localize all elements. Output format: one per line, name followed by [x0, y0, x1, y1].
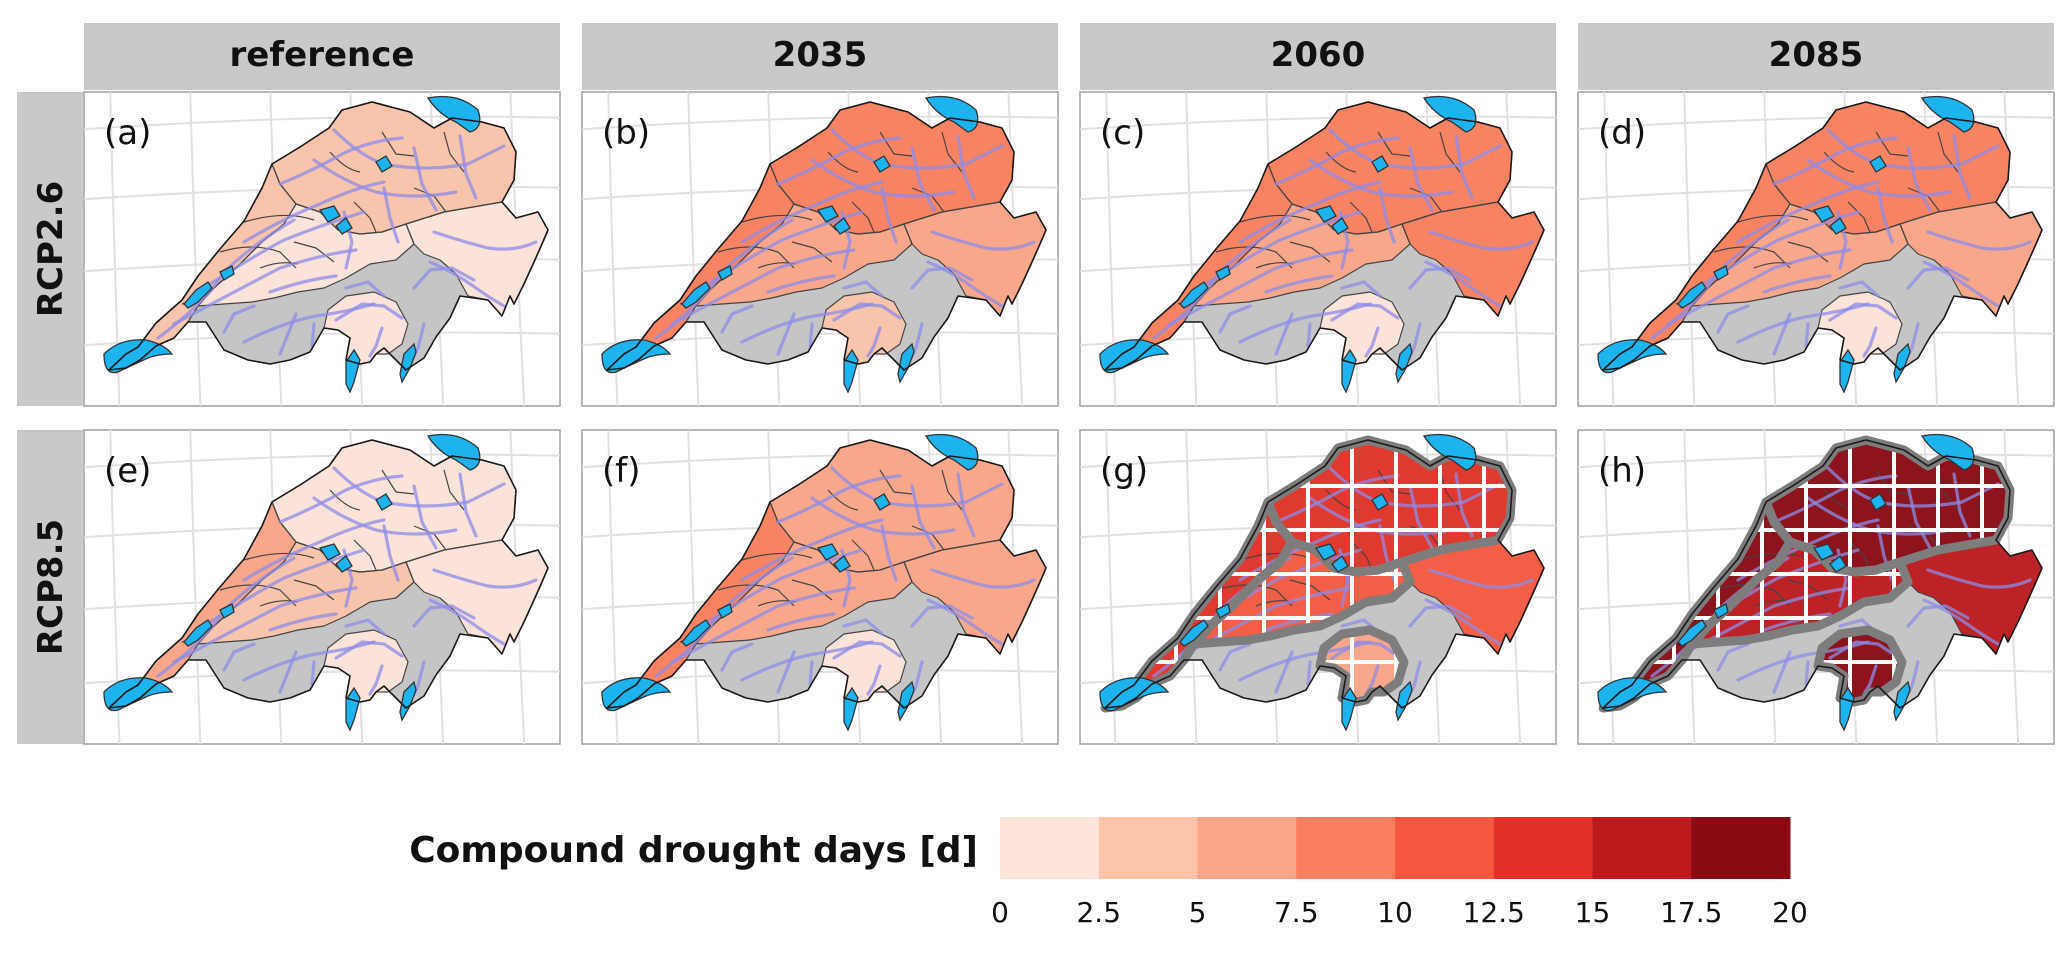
panel-label: (h) [1598, 451, 1646, 491]
map-panel: (d) [1577, 91, 2055, 407]
lakes [1597, 433, 1975, 732]
legend-tick-label: 15 [1575, 896, 1611, 929]
country-border [606, 101, 1047, 371]
panel-label: (g) [1100, 451, 1148, 491]
country-border [1104, 439, 1545, 709]
rivers [654, 466, 1036, 704]
column-strip: reference [84, 23, 560, 90]
region-east [1402, 540, 1544, 654]
panel-label: (a) [104, 113, 151, 153]
legend-swatch [1395, 817, 1495, 879]
country-border [1602, 439, 2043, 709]
legend-tick-label: 12.5 [1463, 896, 1525, 929]
column-label: 2060 [1271, 35, 1366, 75]
panel-label: (c) [1100, 113, 1145, 153]
region-central [198, 204, 414, 306]
region-east [406, 202, 548, 316]
legend-tick-label: 5 [1189, 896, 1207, 929]
legend-swatch [1691, 817, 1791, 879]
legend-tick-label: 20 [1772, 896, 1808, 929]
map-panel: (b) [581, 91, 1059, 407]
region-north [770, 440, 1014, 572]
column-strips: reference 2035 2060 2085 [84, 23, 2054, 90]
region-west [109, 164, 296, 370]
map-panel: (g) [1079, 429, 1557, 745]
region-north [770, 102, 1014, 234]
map-panel: (a) [83, 91, 561, 407]
row-strip: RCP8.5 [17, 430, 83, 744]
lakes [1099, 95, 1477, 394]
legend-swatches [1000, 817, 1791, 879]
region-east [1900, 540, 2042, 654]
map-panels: (a) (b) (c) (d) (e) (f) (g) (h) [83, 91, 2055, 745]
row-label: RCP2.6 [31, 181, 71, 317]
country-border [108, 101, 549, 371]
region-west [109, 502, 296, 708]
map-panel: (f) [581, 429, 1059, 745]
region-north [1268, 102, 1512, 234]
panel-label: (e) [104, 451, 151, 491]
legend-swatch [1592, 817, 1692, 879]
legend-title: Compound drought days [d] [409, 830, 978, 871]
region-central [696, 204, 912, 306]
legend-swatch [1098, 817, 1198, 879]
legend-swatch [1493, 817, 1593, 879]
region-north [272, 102, 516, 234]
column-label: 2035 [773, 35, 868, 75]
region-west [607, 502, 794, 708]
country-border [108, 439, 549, 709]
map-panel: (c) [1079, 91, 1557, 407]
column-strip: 2035 [582, 23, 1058, 90]
region-north [272, 440, 516, 572]
region-central [696, 542, 912, 644]
region-west [1105, 164, 1292, 370]
region-north [1268, 440, 1512, 572]
column-strip: 2085 [1578, 23, 2054, 90]
region-central [1194, 204, 1410, 306]
region-east [1900, 202, 2042, 316]
map-panel: (h) [1577, 429, 2055, 745]
region-east [1402, 202, 1544, 316]
region-north [1766, 102, 2010, 234]
legend-swatch [1000, 817, 1100, 879]
panel-label: (f) [602, 451, 641, 491]
region-west [1603, 164, 1790, 370]
legend-ticks: 0 2.5 5 7.5 10 12.5 15 17.5 20 [991, 896, 1808, 929]
column-label: 2085 [1769, 35, 1864, 75]
legend-swatch [1296, 817, 1396, 879]
column-strip: 2060 [1080, 23, 1556, 90]
lakes [1597, 95, 1975, 394]
legend: Compound drought days [d] 0 2.5 5 7.5 10 12.5… [409, 817, 1808, 929]
country-border [606, 439, 1047, 709]
region-west [607, 164, 794, 370]
lakes [1099, 433, 1477, 732]
country-border [1104, 101, 1545, 371]
row-strips: RCP2.6 RCP8.5 [17, 92, 83, 744]
column-label: reference [230, 35, 415, 75]
legend-tick-label: 0 [991, 896, 1009, 929]
legend-swatch [1197, 817, 1297, 879]
region-central [1692, 204, 1908, 306]
panel-label: (b) [602, 113, 650, 153]
lakes [601, 95, 979, 394]
legend-tick-label: 10 [1377, 896, 1413, 929]
row-strip: RCP2.6 [17, 92, 83, 406]
map-panel: (e) [83, 429, 561, 745]
legend-tick-label: 17.5 [1660, 896, 1722, 929]
rivers [654, 128, 1036, 366]
legend-tick-label: 7.5 [1274, 896, 1319, 929]
region-north [1766, 440, 2010, 572]
country-border [1602, 101, 2043, 371]
legend-tick-label: 2.5 [1076, 896, 1121, 929]
region-central [198, 542, 414, 644]
region-east [904, 202, 1046, 316]
row-label: RCP8.5 [31, 519, 71, 655]
region-east [904, 540, 1046, 654]
lakes [601, 433, 979, 732]
region-east [406, 540, 548, 654]
lakes [103, 433, 481, 732]
panel-label: (d) [1598, 113, 1646, 153]
